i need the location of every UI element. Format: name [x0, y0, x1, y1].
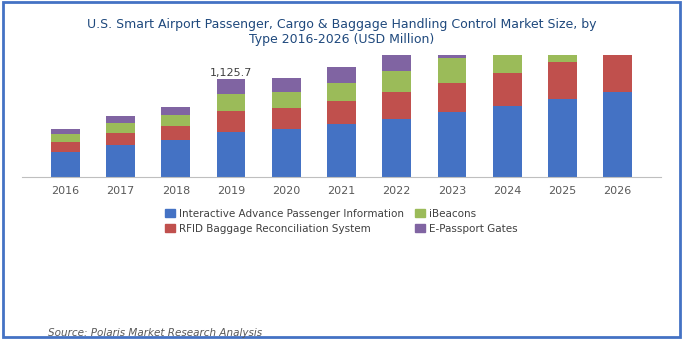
- Bar: [327, 101, 356, 124]
- Bar: [161, 106, 190, 115]
- Bar: [493, 73, 522, 106]
- Bar: [327, 67, 356, 83]
- Bar: [382, 54, 411, 72]
- Bar: [106, 133, 135, 145]
- Title: U.S. Smart Airport Passenger, Cargo & Baggage Handling Control Market Size, by
T: U.S. Smart Airport Passenger, Cargo & Ba…: [87, 18, 596, 46]
- Bar: [272, 78, 301, 92]
- Bar: [272, 129, 301, 177]
- Bar: [548, 27, 577, 61]
- Bar: [106, 123, 135, 133]
- Bar: [161, 140, 190, 177]
- Bar: [272, 92, 301, 108]
- Bar: [603, 92, 632, 177]
- Bar: [327, 124, 356, 177]
- Bar: [438, 112, 466, 177]
- Bar: [161, 126, 190, 140]
- Bar: [493, 22, 522, 43]
- Bar: [51, 152, 80, 177]
- Bar: [272, 108, 301, 129]
- Bar: [603, 8, 632, 50]
- Bar: [106, 117, 135, 123]
- Bar: [382, 72, 411, 93]
- Bar: [548, 99, 577, 177]
- Bar: [438, 83, 466, 112]
- Bar: [603, 50, 632, 92]
- Bar: [382, 119, 411, 177]
- Legend: Interactive Advance Passenger Information, RFID Baggage Reconciliation System, i: Interactive Advance Passenger Informatio…: [161, 204, 522, 238]
- Bar: [493, 106, 522, 177]
- Bar: [493, 43, 522, 73]
- Bar: [548, 61, 577, 99]
- Bar: [161, 115, 190, 126]
- Bar: [548, 3, 577, 27]
- Bar: [382, 93, 411, 119]
- Bar: [603, 0, 632, 8]
- Bar: [217, 111, 245, 132]
- Bar: [217, 79, 245, 94]
- Text: 1,125.7: 1,125.7: [210, 68, 252, 78]
- Text: Source: Polaris Market Research Analysis: Source: Polaris Market Research Analysis: [48, 327, 262, 338]
- Bar: [51, 142, 80, 152]
- Bar: [438, 58, 466, 83]
- Bar: [327, 83, 356, 101]
- Bar: [106, 145, 135, 177]
- Bar: [217, 132, 245, 177]
- Bar: [217, 94, 245, 111]
- Bar: [51, 134, 80, 142]
- Bar: [438, 39, 466, 58]
- Bar: [51, 129, 80, 134]
